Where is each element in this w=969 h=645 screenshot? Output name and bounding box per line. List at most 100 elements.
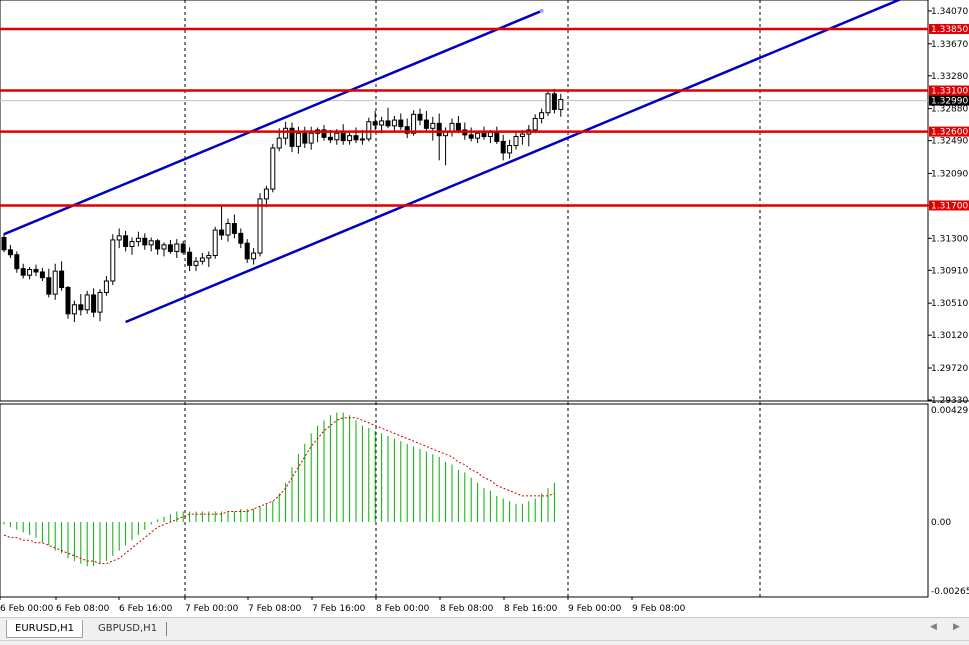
price-tick-label: 1.33670 <box>931 40 968 50</box>
oscillator-tick-label: 0.00 <box>931 518 951 528</box>
price-tick-label: 1.34070 <box>931 7 968 17</box>
candle-body <box>263 188 269 200</box>
channel-endpoint[interactable] <box>539 8 544 13</box>
candle-body <box>430 122 436 129</box>
candle-body <box>372 121 378 126</box>
tab-eurusd-h1[interactable]: EURUSD,H1 <box>6 620 84 638</box>
time-label: 8 Feb 08:00 <box>440 604 494 614</box>
candle-body <box>33 268 39 273</box>
candle-body <box>20 268 26 276</box>
candle-body <box>295 132 301 147</box>
candle-body <box>283 127 289 139</box>
oscillator-panel-frame <box>0 403 929 598</box>
candle-body <box>340 132 346 142</box>
time-label: 6 Feb 00:00 <box>0 604 54 614</box>
tab-label: GBPUSD,H1 <box>98 623 158 634</box>
time-label: 6 Feb 08:00 <box>56 604 110 614</box>
candle-body <box>494 131 500 142</box>
candle-body <box>155 240 161 250</box>
chart-background <box>0 0 969 617</box>
candle-body <box>193 260 199 266</box>
chart-area[interactable]: 1.34070 1.33670 1.33280 1.32880 1.32490 1.320… <box>0 0 969 617</box>
candles-layer <box>1 88 564 323</box>
candle-body <box>359 138 365 141</box>
candle-body <box>513 136 519 147</box>
candle-body <box>507 145 513 154</box>
candle-body <box>532 117 538 131</box>
candle-body <box>321 129 327 138</box>
candle-body <box>558 99 564 110</box>
time-label: 9 Feb 00:00 <box>568 604 622 614</box>
candle-body <box>167 244 173 252</box>
candle-body <box>110 239 116 282</box>
tab-separator <box>166 622 167 636</box>
time-label: 7 Feb 00:00 <box>185 604 239 614</box>
level-label: 1.32600 <box>931 128 968 138</box>
candle-body <box>14 254 20 270</box>
candle-body <box>39 271 45 279</box>
channel-line[interactable] <box>3 9 543 236</box>
candle-body <box>212 229 218 257</box>
candle-body <box>404 126 410 134</box>
price-axis: 1.34070 1.33670 1.33280 1.32880 1.32490 1.320… <box>928 7 969 597</box>
current-price-box <box>929 95 969 106</box>
candle-body <box>391 119 397 127</box>
candle-body <box>379 120 385 126</box>
candle-body <box>142 237 148 246</box>
channel-line[interactable] <box>125 40 799 324</box>
candle-body <box>455 122 461 131</box>
candle-body <box>161 244 167 250</box>
candle-body <box>46 277 52 295</box>
candle-body <box>257 198 263 254</box>
scroll-left-icon[interactable]: ◀ <box>930 622 937 632</box>
candle-body <box>481 132 487 138</box>
candle-body <box>244 242 250 260</box>
candle-body <box>7 249 13 256</box>
oscillator-panel <box>3 412 555 567</box>
time-label: 9 Feb 08:00 <box>632 604 686 614</box>
candle-body <box>219 229 225 236</box>
level-label: 1.33100 <box>931 87 968 97</box>
time-label: 7 Feb 16:00 <box>312 604 366 614</box>
price-tick-label: 1.30510 <box>931 299 968 309</box>
candle-body <box>327 136 333 141</box>
candle-body <box>500 140 506 154</box>
oscillator-tick-label: 0.004297 <box>931 406 969 416</box>
candle-body <box>423 119 429 129</box>
candle-body <box>545 93 551 114</box>
price-tick-label: 1.30910 <box>931 266 968 276</box>
status-divider <box>0 640 969 645</box>
candle-body <box>148 240 154 246</box>
candle-body <box>231 223 237 234</box>
candle-body <box>27 268 33 276</box>
channel-line-extension[interactable] <box>797 0 928 44</box>
candle-body <box>91 294 97 313</box>
current-price-label: 1.32990 <box>931 97 968 107</box>
time-label: 8 Feb 16:00 <box>504 604 558 614</box>
candle-body <box>52 270 58 295</box>
candle-body <box>135 237 141 243</box>
candle-body <box>487 131 493 138</box>
candle-body <box>225 223 231 236</box>
candle-body <box>84 294 90 311</box>
time-label: 7 Feb 08:00 <box>248 604 302 614</box>
drawn-objects[interactable] <box>0 0 928 324</box>
candle-body <box>78 304 84 311</box>
candle-body <box>103 280 109 293</box>
scroll-right-icon[interactable]: ▶ <box>953 622 960 632</box>
price-tick-label: 1.29720 <box>931 364 968 374</box>
price-tick-label: 1.29330 <box>931 396 968 406</box>
candle-body <box>276 137 282 149</box>
time-label: 8 Feb 00:00 <box>376 604 430 614</box>
candle-body <box>302 132 308 144</box>
oscillator-tick-label: -0.00265 <box>931 587 969 597</box>
tab-label: EURUSD,H1 <box>15 623 75 634</box>
candle-body <box>59 270 65 289</box>
candle-body <box>519 133 525 138</box>
tab-gbpusd-h1[interactable]: GBPUSD,H1 <box>90 620 165 638</box>
candle-body <box>539 112 545 119</box>
candle-body <box>199 257 205 262</box>
candle-body <box>71 304 77 315</box>
candle-body <box>123 235 129 248</box>
candle-body <box>347 135 353 142</box>
